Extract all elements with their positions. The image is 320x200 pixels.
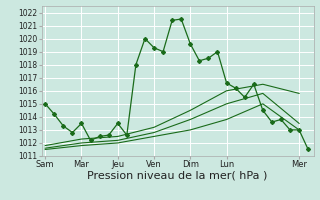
X-axis label: Pression niveau de la mer( hPa ): Pression niveau de la mer( hPa ): [87, 171, 268, 181]
